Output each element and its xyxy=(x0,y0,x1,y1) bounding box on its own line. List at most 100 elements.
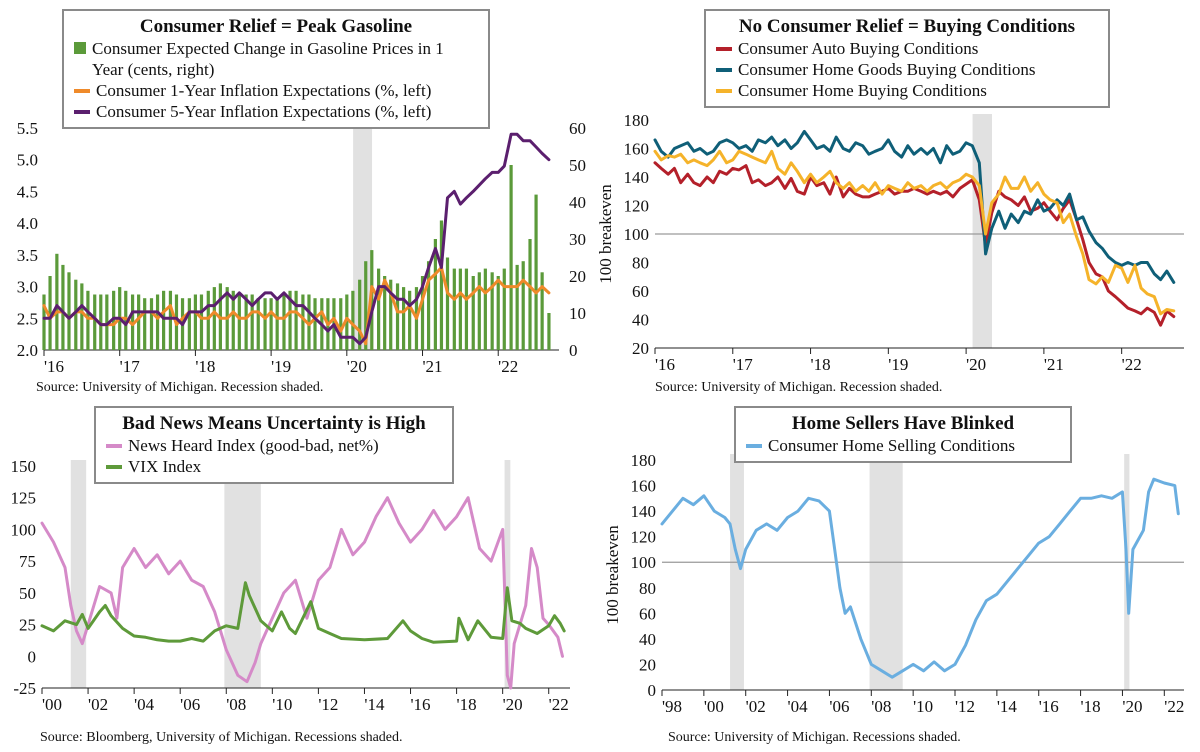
bar-0-0-6 xyxy=(80,283,84,350)
bar-0-0-13 xyxy=(124,290,128,350)
bar-0-0-72 xyxy=(496,276,500,350)
bar-0-0-73 xyxy=(502,268,506,350)
x-tick-label-2-5: '10 xyxy=(272,695,292,714)
bar-0-0-69 xyxy=(477,272,481,350)
y-tick-label-0-6: 5.0 xyxy=(17,151,38,170)
legend-item-home-buying: Consumer Home Buying Conditions xyxy=(716,80,1098,101)
y-tick-label-1-3: 80 xyxy=(632,254,649,273)
bar-0-0-5 xyxy=(74,279,78,350)
bar-0-0-71 xyxy=(490,272,494,350)
y-tick-label-3-3: 60 xyxy=(639,604,656,623)
x-tick-label-3-4: '06 xyxy=(829,697,849,716)
chart-panel-news: '00 '02 '04 '06 '08 '10 '12 '14 '16 '18 '20 '22 -25 0… xyxy=(11,406,570,714)
y-tick-label-3-5: 100 xyxy=(631,553,657,572)
bar-0-0-39 xyxy=(288,290,292,350)
y-tick-label-2-2: 25 xyxy=(19,616,36,635)
bar-0-0-35 xyxy=(263,298,267,350)
bar-0-0-57 xyxy=(401,287,406,350)
x-tick-label-0-5: '21 xyxy=(422,357,442,376)
series-line-2-0 xyxy=(40,496,564,690)
recession-band-3-0 xyxy=(730,454,744,690)
bar-0-0-0 xyxy=(42,294,46,350)
series-line-2-1 xyxy=(40,581,566,644)
x-tick-label-1-2: '18 xyxy=(811,355,831,374)
x-tick-label-0-3: '19 xyxy=(271,357,291,376)
legend-box-buying: No Consumer Relief = Buying Conditions C… xyxy=(704,9,1110,108)
bar-0-0-17 xyxy=(149,298,154,350)
legend-label-vix: VIX Index xyxy=(128,457,202,476)
recession-band-3-1 xyxy=(869,454,903,690)
bar-0-0-67 xyxy=(464,268,469,350)
legend-swatch-5yr-inflation xyxy=(74,110,90,114)
x-tick-label-3-12: '22 xyxy=(1164,697,1184,716)
bar-0-0-56 xyxy=(395,283,400,350)
bar-0-0-32 xyxy=(244,294,248,350)
bar-0-0-34 xyxy=(256,298,260,350)
y-tick-label-2-3: 50 xyxy=(19,584,36,603)
y2-tick-label-0-5: 50 xyxy=(569,156,586,175)
bar-0-0-37 xyxy=(275,298,279,350)
recession-band-2-2 xyxy=(504,460,511,688)
bar-0-0-40 xyxy=(294,290,298,350)
bar-0-0-30 xyxy=(231,290,235,350)
y-tick-label-0-3: 3.5 xyxy=(17,246,38,265)
y-axis-label-3: 100 breakeven xyxy=(603,525,622,625)
bar-0-0-55 xyxy=(389,279,393,350)
legend-item-home-selling: Consumer Home Selling Conditions xyxy=(746,435,1060,456)
bar-0-0-14 xyxy=(130,294,135,350)
chart-title-news: Bad News Means Uncertainty is High xyxy=(122,413,426,434)
bar-0-0-3 xyxy=(61,264,65,350)
bar-0-0-4 xyxy=(67,272,71,350)
chart-title-selling: Home Sellers Have Blinked xyxy=(791,413,1015,434)
source-note-buying: Source: University of Michigan. Recessio… xyxy=(655,380,943,395)
bar-0-0-7 xyxy=(86,290,90,350)
y-tick-label-2-7: 150 xyxy=(11,457,37,476)
x-tick-label-2-11: '22 xyxy=(549,695,569,714)
legend-swatch-news-heard xyxy=(106,444,122,448)
x-tick-label-3-11: '20 xyxy=(1122,697,1142,716)
x-tick-label-2-8: '16 xyxy=(410,695,430,714)
series-line-3-0 xyxy=(660,477,1180,679)
y-tick-label-0-5: 4.5 xyxy=(17,182,38,201)
x-tick-label-2-4: '08 xyxy=(226,695,246,714)
y-tick-label-1-8: 180 xyxy=(624,111,650,130)
bar-0-0-64 xyxy=(445,257,450,350)
bar-0-0-50 xyxy=(358,279,362,350)
y-tick-label-0-1: 2.5 xyxy=(17,309,38,328)
bar-0-0-66 xyxy=(458,268,462,350)
bar-0-0-18 xyxy=(155,294,160,350)
x-tick-label-2-0: '00 xyxy=(42,695,62,714)
y2-tick-label-0-3: 30 xyxy=(569,230,586,249)
bar-0-0-11 xyxy=(112,290,116,350)
bar-0-0-61 xyxy=(426,261,431,350)
bar-0-0-36 xyxy=(269,298,273,350)
y-tick-label-2-4: 75 xyxy=(19,552,36,571)
legend-label-auto: Consumer Auto Buying Conditions xyxy=(738,39,979,58)
legend-label-home-selling: Consumer Home Selling Conditions xyxy=(768,436,1015,455)
bar-0-0-9 xyxy=(99,294,103,350)
x-tick-label-3-3: '04 xyxy=(788,697,809,716)
legend-label-news-heard: News Heard Index (good-bad, net%) xyxy=(128,436,379,455)
bar-0-0-16 xyxy=(143,298,147,350)
legend-label-home-buying: Consumer Home Buying Conditions xyxy=(738,81,987,100)
y-tick-label-0-7: 5.5 xyxy=(17,119,38,138)
x-tick-label-2-1: '02 xyxy=(88,695,108,714)
legend-swatch-gasoline-bars xyxy=(74,42,86,54)
legend-item-vix: VIX Index xyxy=(106,456,442,477)
x-tick-label-2-9: '18 xyxy=(457,695,477,714)
bar-0-0-68 xyxy=(471,276,475,350)
x-tick-label-3-2: '02 xyxy=(746,697,766,716)
y2-tick-label-0-6: 60 xyxy=(569,119,586,138)
bar-0-0-43 xyxy=(313,298,317,350)
x-tick-label-2-3: '06 xyxy=(180,695,200,714)
bar-0-0-41 xyxy=(301,294,305,350)
chart-title-buying: No Consumer Relief = Buying Conditions xyxy=(738,16,1076,37)
bar-0-0-65 xyxy=(452,268,456,350)
bar-0-0-54 xyxy=(383,276,387,350)
recession-band-2-1 xyxy=(224,460,261,688)
x-tick-label-3-7: '12 xyxy=(955,697,975,716)
legend-box-gasoline: Consumer Relief = Peak Gasoline Consumer… xyxy=(62,9,490,129)
legend-item-home-goods: Consumer Home Goods Buying Conditions xyxy=(716,59,1098,80)
y-tick-label-3-2: 40 xyxy=(639,630,656,649)
